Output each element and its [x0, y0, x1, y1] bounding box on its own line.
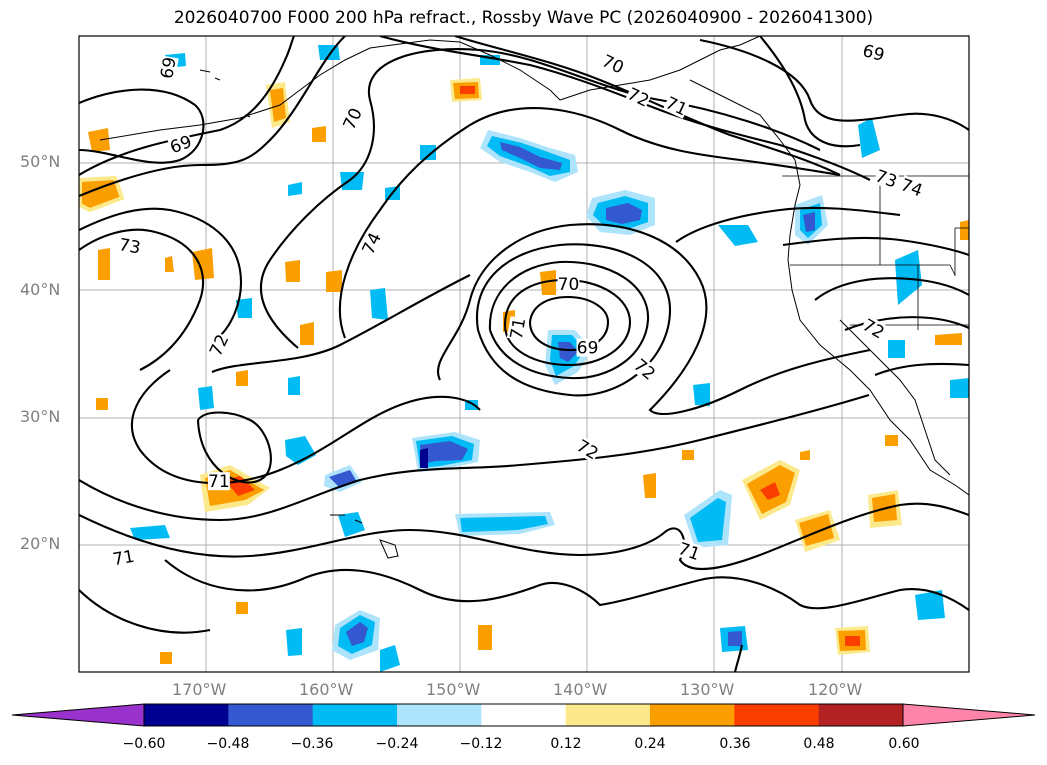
contour-label-bg: [358, 229, 385, 258]
refractivity-contours: [79, 36, 969, 672]
colorbar-frame: [143, 703, 904, 727]
colorbar-swatch: [818, 704, 904, 726]
colorbar-tick-label: 0.48: [803, 736, 835, 752]
contour-label-bg: [599, 51, 627, 77]
colorbar: [11, 703, 1036, 727]
contour-label-bg: [506, 316, 529, 341]
lon-tick-label: 170°W: [172, 680, 227, 699]
colorbar-extend-min: [11, 703, 145, 727]
negative-patch-northeast-pacific: [586, 190, 655, 235]
colorbar-swatch: [565, 704, 651, 726]
lat-tick-label: 20°N: [20, 534, 61, 553]
colorbar-tick-label: −0.12: [459, 736, 503, 752]
contour-label-bg: [630, 355, 659, 384]
lon-tick-label: 160°W: [299, 680, 354, 699]
lon-tick-label: 150°W: [426, 680, 481, 699]
lon-tick-label: 120°W: [808, 680, 863, 699]
negative-patch-subtropical-strip: [455, 512, 555, 536]
contour-label: 69: [577, 339, 599, 359]
contour-label-bg: [557, 275, 580, 294]
colorbar-tick-label: 0.60: [888, 736, 920, 752]
contour-label-bg: [573, 436, 602, 463]
contour-label-bg: [624, 84, 653, 110]
contour-label: 70: [558, 275, 580, 295]
lon-tick-label: 140°W: [553, 680, 608, 699]
contour-label-bg: [860, 40, 887, 65]
contour-label: 73: [117, 235, 142, 258]
colorbar-extend-max: [902, 703, 1036, 727]
lon-tick-label: 130°W: [680, 680, 735, 699]
colorbar-tick-label: 0.24: [634, 736, 666, 752]
lat-tick-label: 40°N: [20, 280, 61, 299]
contour-label: 69: [860, 41, 886, 66]
negative-patch-southwest: [332, 610, 400, 672]
colorbar-tick-label: −0.60: [122, 736, 166, 752]
contour-label-bg: [675, 538, 703, 564]
contour-label-bg: [898, 175, 926, 200]
negative-anomaly-patches: [130, 45, 969, 672]
contour-label: 72: [206, 331, 233, 359]
colorbar-tick-label: −0.36: [290, 736, 334, 752]
contour-label: 70: [599, 51, 627, 78]
contour-label-bg: [157, 55, 179, 81]
plot-frame: [78, 35, 970, 673]
borders: [782, 175, 969, 330]
colorbar-tick-label: −0.24: [375, 736, 419, 752]
colorbar-tick-label: 0.36: [719, 736, 751, 752]
contour-label-bg: [576, 338, 599, 357]
colorbar-tick-label: −0.48: [206, 736, 250, 752]
colorbar-swatch: [397, 704, 482, 726]
contour-label-bg: [206, 331, 232, 359]
contour-label: 72: [629, 355, 658, 384]
contour-label: 71: [507, 316, 530, 341]
negative-patch-gulf-alaska: [480, 130, 578, 182]
colorbar-swatch: [650, 704, 735, 726]
contour-label-bg: [872, 166, 900, 191]
negative-patch-coast: [693, 118, 969, 652]
colorbar-swatch: [228, 704, 314, 726]
negative-patch-south-central: [684, 490, 732, 548]
colorbar-swatch: [144, 704, 229, 726]
lat-tick-label: 50°N: [20, 152, 61, 171]
lat-tick-label: 30°N: [20, 407, 61, 426]
coastlines: [99, 36, 969, 559]
colorbar-swatch: [312, 704, 398, 726]
map-title: 2026040700 F000 200 hPa refract., Rossby…: [173, 8, 874, 28]
contour-label-bg: [117, 235, 143, 257]
contour-label-bg: [859, 315, 888, 342]
colorbar-swatch: [481, 704, 567, 726]
contour-label: 71: [208, 472, 230, 492]
negative-patch-central: [412, 432, 480, 472]
contour-label-bg: [111, 546, 136, 569]
contour-label-bg: [167, 131, 195, 157]
contour-label: 72: [624, 84, 652, 111]
contour-label: 69: [157, 56, 180, 81]
contour-label: 74: [898, 175, 925, 201]
contour-label-bg: [339, 104, 366, 133]
positive-patch-aleutians: [80, 178, 122, 210]
contour-label: 70: [340, 105, 367, 133]
contour-label-bg: [207, 472, 230, 491]
negative-patch-small-misc: [165, 45, 500, 656]
colorbar-swatch: [734, 704, 820, 726]
contour-label: 71: [111, 547, 136, 570]
contour-label-bg: [662, 93, 691, 119]
contour-label: 73: [872, 166, 899, 192]
colorbar-tick-label: 0.12: [550, 736, 582, 752]
positive-anomaly-patches: [79, 78, 969, 664]
